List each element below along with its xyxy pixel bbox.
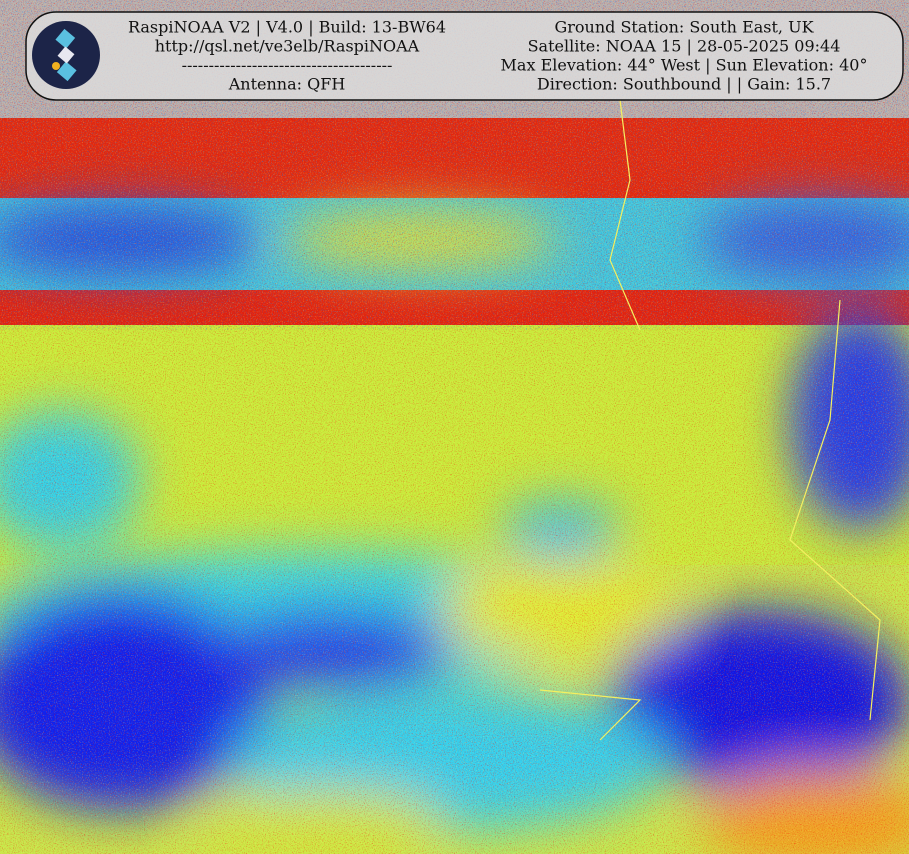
header-left-line: http://qsl.net/ve3elb/RaspiNOAA [155,37,420,56]
header-left-line: Antenna: QFH [228,75,346,94]
logo [32,21,100,89]
header-left-line: --------------------------------------- [182,56,393,75]
header-right-line: Satellite: NOAA 15 | 28-05-2025 09:44 [528,37,841,56]
header-right-line: Max Elevation: 44° West | Sun Elevation:… [501,56,868,75]
header-right-line: Ground Station: South East, UK [554,18,814,37]
header-right-line: Direction: Southbound | | Gain: 15.7 [537,75,831,94]
info-panel [25,11,904,101]
header-left-line: RaspiNOAA V2 | V4.0 | Build: 13-BW64 [128,18,446,37]
